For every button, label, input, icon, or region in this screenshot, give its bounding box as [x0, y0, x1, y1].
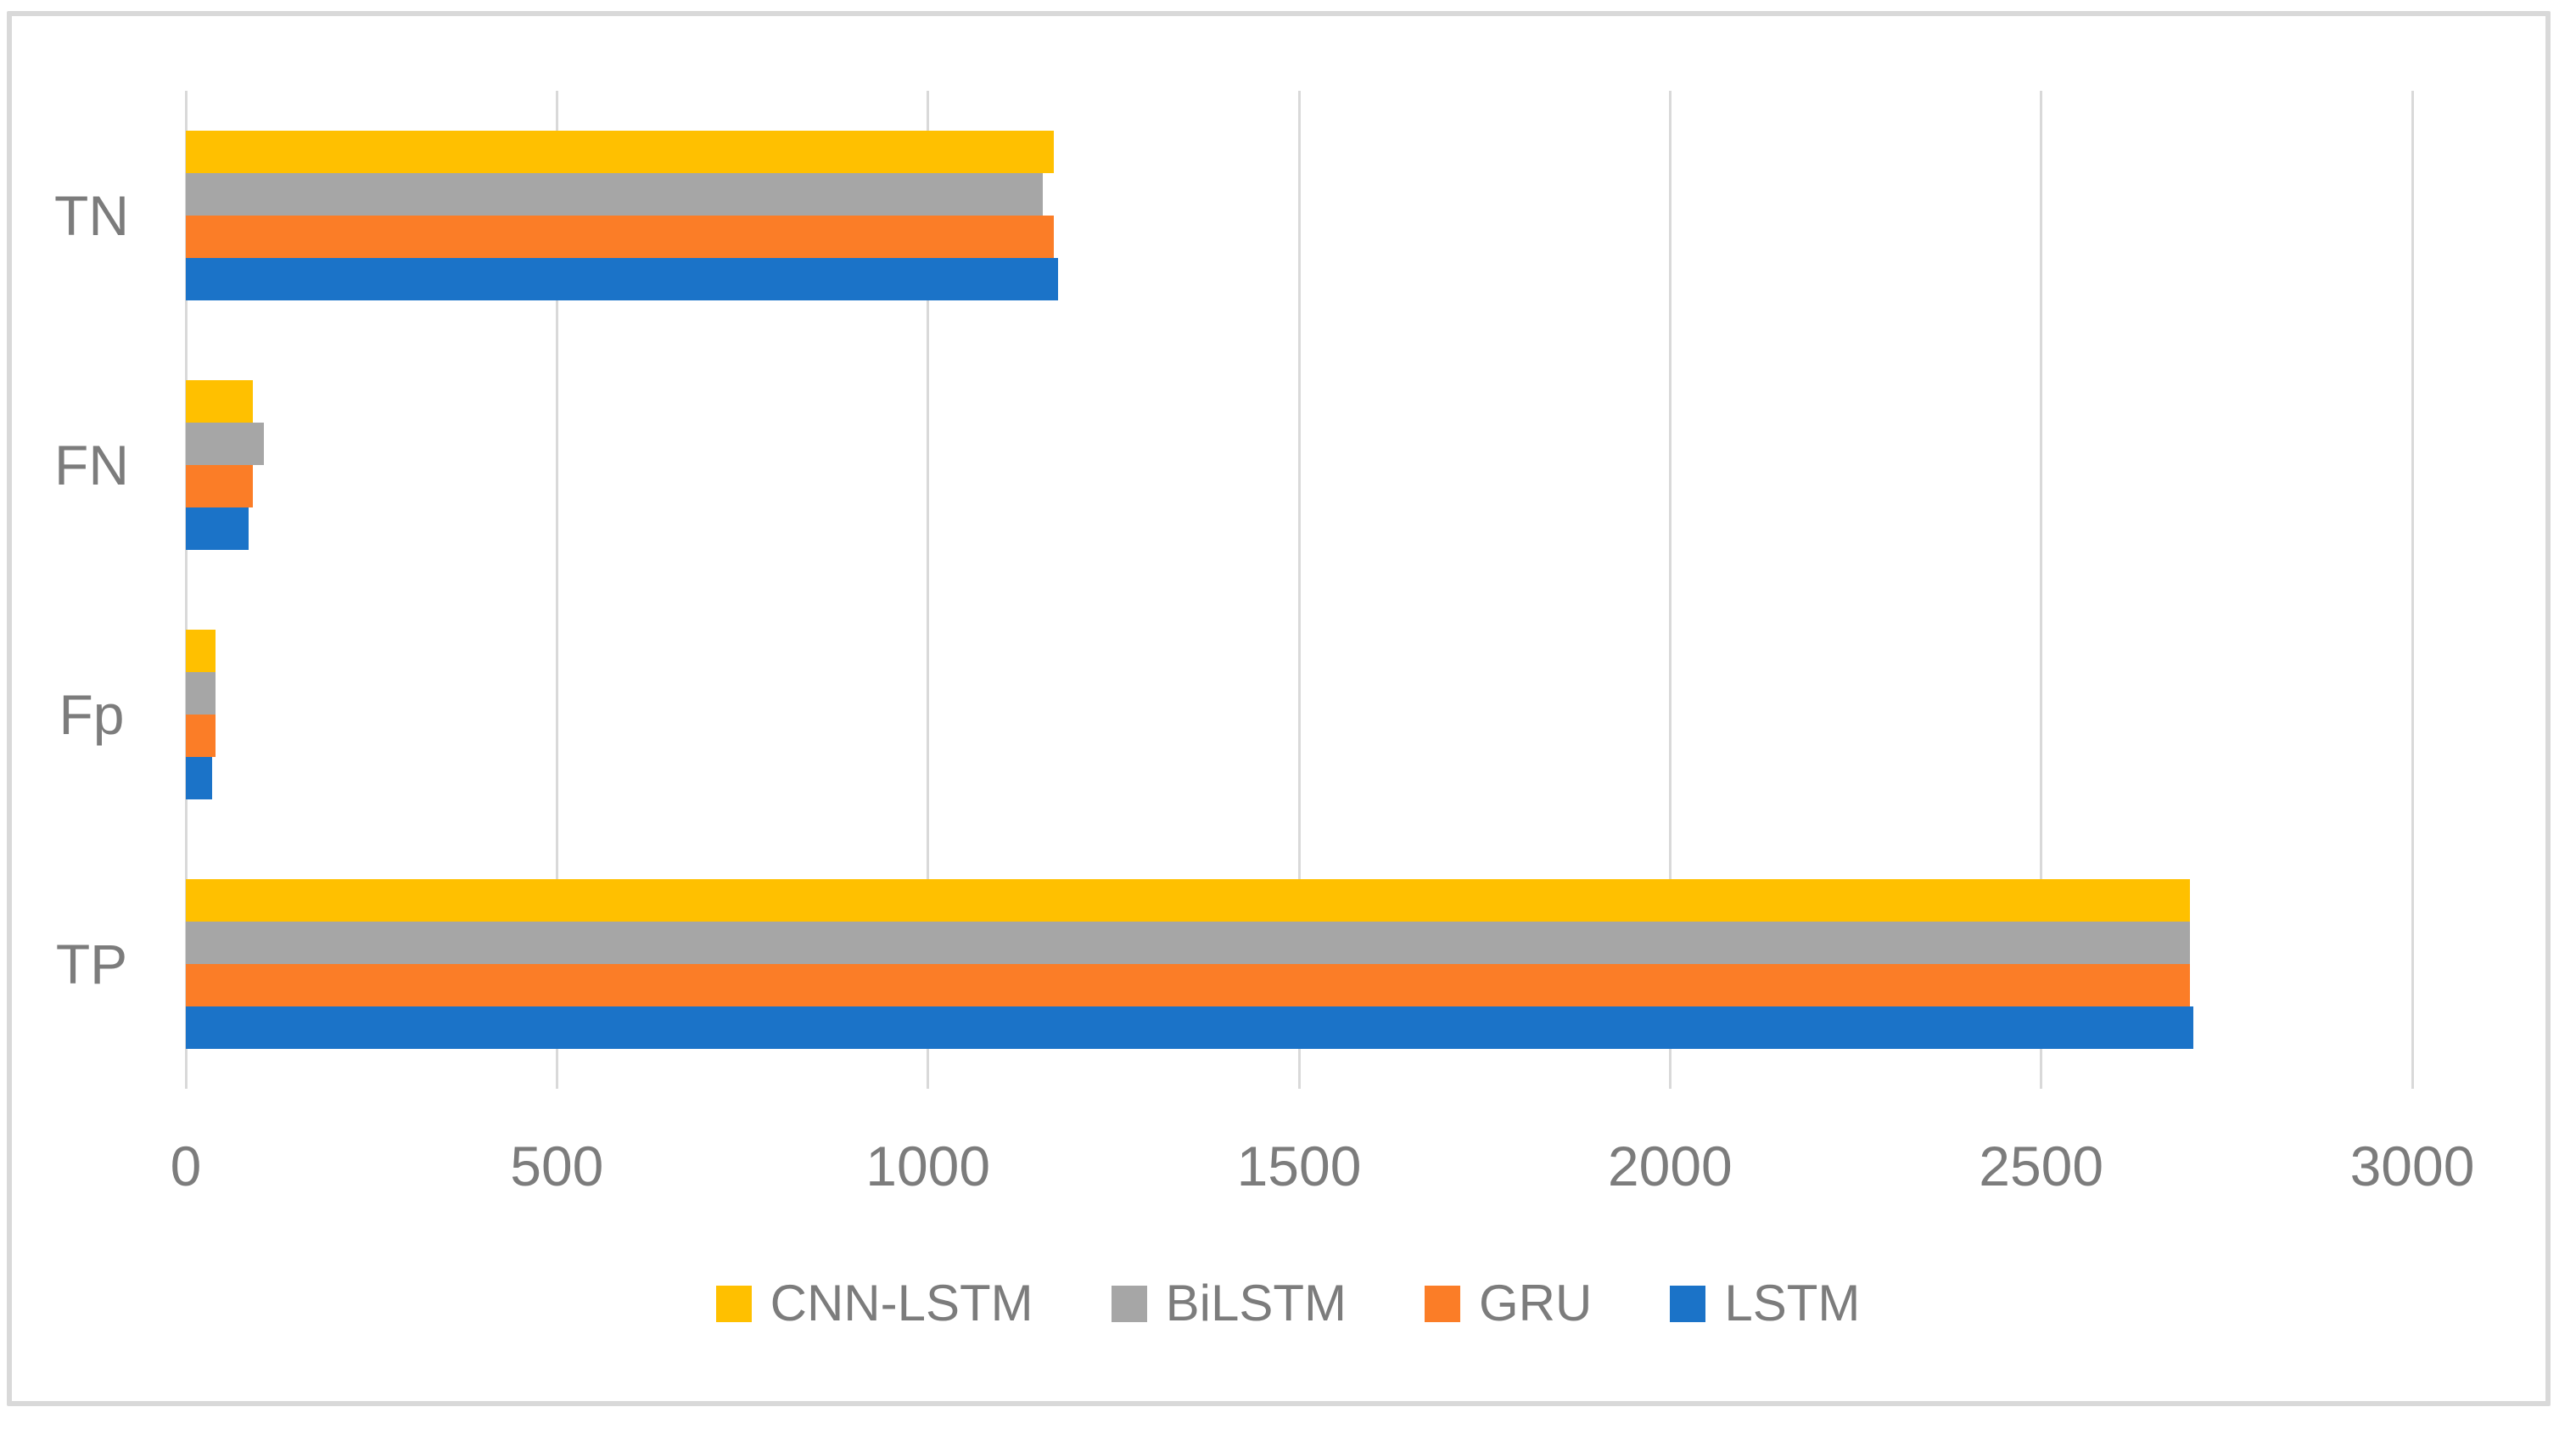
- legend-swatch-icon-gru: [1425, 1285, 1460, 1322]
- bar-tp-cnn-lstm: [186, 879, 2190, 922]
- bar-fn-gru: [186, 465, 253, 507]
- legend-label-lstm: LSTM: [1724, 1275, 1861, 1331]
- category-group-fp: [186, 590, 2412, 839]
- category-label-tp: TP: [55, 933, 128, 995]
- gridline-x-2500: [2040, 91, 2043, 1089]
- category-group-tn: [186, 91, 2412, 340]
- legend-item-cnn-lstm: CNN-LSTM: [715, 1275, 1033, 1331]
- category-group-fn: [186, 340, 2412, 590]
- legend-item-lstm: LSTM: [1670, 1278, 1860, 1329]
- bar-fn-cnn-lstm: [186, 380, 253, 423]
- bar-fp-lstm: [186, 757, 212, 799]
- legend-label-cnn-lstm: CNN-LSTM: [770, 1275, 1033, 1331]
- legend-label-gru: GRU: [1479, 1275, 1593, 1331]
- bar-tn-lstm: [186, 258, 1058, 300]
- bar-tp-bilstm: [186, 922, 2190, 964]
- legend-swatch-icon-bilstm: [1111, 1285, 1147, 1322]
- category-label-fn: FN: [54, 434, 129, 496]
- legend-item-gru: GRU: [1425, 1278, 1592, 1329]
- bar-tn-gru: [186, 216, 1055, 258]
- plot-area: [184, 91, 2414, 1089]
- category-label-tn: TN: [54, 184, 129, 247]
- gridline-x-1000: [927, 91, 930, 1089]
- gridline-x-500: [555, 91, 558, 1089]
- bar-tn-cnn-lstm: [186, 131, 1055, 173]
- y-axis-line: [184, 91, 188, 1089]
- legend-item-bilstm: BiLSTM: [1111, 1275, 1347, 1331]
- bar-tn-bilstm: [186, 173, 1044, 216]
- gridline-x-1500: [1297, 91, 1301, 1089]
- x-tick-label-500: 500: [510, 1135, 604, 1197]
- legend-swatch-icon-cnn-lstm: [715, 1285, 752, 1322]
- x-tick-label-2000: 2000: [1607, 1135, 1733, 1197]
- legend-swatch-icon-lstm: [1670, 1285, 1706, 1322]
- category-group-tp: [186, 839, 2412, 1089]
- legend: CNN-LSTM BiLSTM GRU LSTM: [0, 1278, 2576, 1329]
- bar-tp-lstm: [186, 1006, 2193, 1049]
- bar-fp-cnn-lstm: [186, 630, 216, 672]
- gridline-x-3000: [2411, 91, 2414, 1089]
- category-label-fp: Fp: [59, 683, 125, 746]
- bar-fn-bilstm: [186, 423, 264, 465]
- bar-fn-lstm: [186, 507, 249, 550]
- x-tick-label-1500: 1500: [1236, 1135, 1362, 1197]
- x-tick-label-3000: 3000: [2349, 1135, 2475, 1197]
- bar-tp-gru: [186, 964, 2190, 1006]
- gridline-x-2000: [1668, 91, 1672, 1089]
- bar-fp-gru: [186, 715, 216, 757]
- legend-label-bilstm: BiLSTM: [1165, 1275, 1347, 1331]
- bar-fp-bilstm: [186, 672, 216, 715]
- x-tick-label-1000: 1000: [865, 1135, 991, 1197]
- x-tick-label-2500: 2500: [1979, 1135, 2104, 1197]
- x-tick-label-0: 0: [170, 1135, 202, 1197]
